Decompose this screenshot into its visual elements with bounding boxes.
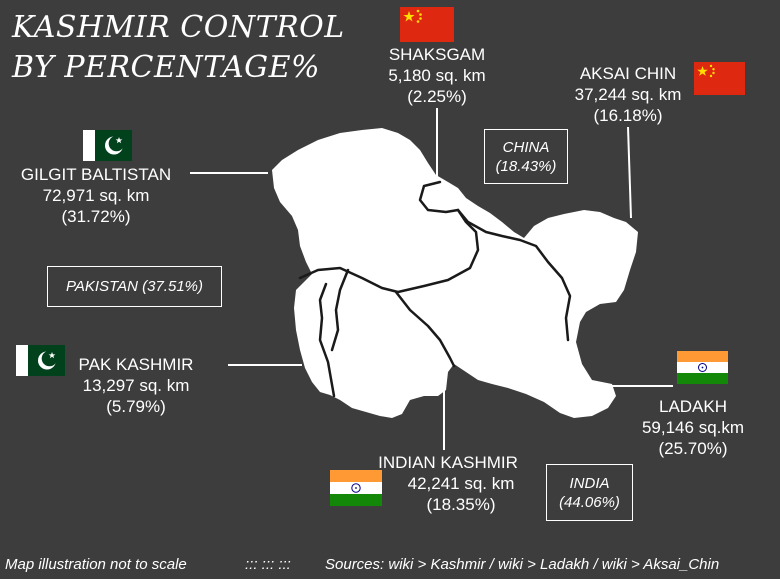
region-name: PAK KASHMIR xyxy=(78,355,194,374)
region-label-ladakh: LADAKH 59,146 sq.km (25.70%) xyxy=(628,396,758,459)
footer-separator: ::: ::: ::: xyxy=(245,556,291,573)
region-area: 37,244 sq. km xyxy=(574,85,682,104)
country-box-china: CHINA (18.43%) xyxy=(484,129,568,184)
kashmir-landmass xyxy=(272,128,638,418)
region-percent: (2.25%) xyxy=(407,87,467,106)
pakistan-flag-icon xyxy=(83,130,132,161)
region-name: AKSAI CHIN xyxy=(579,64,677,83)
indian-kashmir-ladakh-boundary xyxy=(394,290,456,368)
india-flag-icon xyxy=(330,470,382,506)
title-line-1: KASHMIR CONTROL xyxy=(12,10,345,45)
region-percent: (25.70%) xyxy=(658,439,728,458)
region-area: 42,241 sq. km xyxy=(407,474,515,493)
aksai-chin-leader-line xyxy=(627,126,632,219)
region-label-gilgit-baltistan: GILGIT BALTISTAN 72,971 sq. km (31.72%) xyxy=(6,164,186,227)
india-flag-icon xyxy=(677,351,728,384)
country-label: PAKISTAN (37.51%) xyxy=(66,278,203,295)
loc-boundary xyxy=(298,208,480,294)
region-area: 5,180 sq. km xyxy=(388,66,486,85)
pak-kashmir-inner-boundary xyxy=(330,268,350,352)
region-area: 72,971 sq. km xyxy=(42,186,150,205)
country-name: INDIA xyxy=(569,474,610,492)
country-box-pakistan: PAKISTAN (37.51%) xyxy=(47,266,222,307)
country-box-india: INDIA (44.06%) xyxy=(546,464,633,521)
shaksgam-aksai-boundary xyxy=(418,180,572,342)
pak-kashmir-boundary xyxy=(318,282,336,398)
region-name: INDIAN KASHMIR xyxy=(378,453,518,472)
region-name: SHAKSGAM xyxy=(388,45,486,64)
region-percent: (5.79%) xyxy=(106,397,166,416)
region-name: LADAKH xyxy=(658,397,728,416)
region-label-shaksgam: SHAKSGAM 5,180 sq. km (2.25%) xyxy=(362,44,512,107)
region-area: 59,146 sq.km xyxy=(641,418,745,437)
footer-scale-note: Map illustration not to scale xyxy=(5,556,187,573)
page-title: KASHMIR CONTROL BY PERCENTAGE% xyxy=(12,8,345,88)
region-percent: (18.35%) xyxy=(426,495,496,514)
country-percent: (18.43%) xyxy=(495,157,557,175)
region-label-aksai-chin: AKSAI CHIN 37,244 sq. km (16.18%) xyxy=(558,63,698,126)
footer-sources: Sources: wiki > Kashmir / wiki > Ladakh … xyxy=(325,556,720,573)
boundary-lines xyxy=(298,180,572,398)
region-label-pak-kashmir: PAK KASHMIR 13,297 sq. km (5.79%) xyxy=(66,354,206,417)
country-name: CHINA xyxy=(502,138,550,156)
region-area: 13,297 sq. km xyxy=(82,376,190,395)
pakistan-flag-icon xyxy=(16,345,65,376)
title-line-2: BY PERCENTAGE% xyxy=(12,50,321,85)
china-flag-icon xyxy=(694,62,745,95)
region-name: GILGIT BALTISTAN xyxy=(20,165,172,184)
region-label-indian-kashmir: INDIAN KASHMIR 42,241 sq. km (18.35%) xyxy=(368,452,528,515)
region-percent: (31.72%) xyxy=(61,207,131,226)
country-percent: (44.06%) xyxy=(559,493,620,511)
china-flag-icon xyxy=(400,7,454,42)
region-percent: (16.18%) xyxy=(593,106,663,125)
